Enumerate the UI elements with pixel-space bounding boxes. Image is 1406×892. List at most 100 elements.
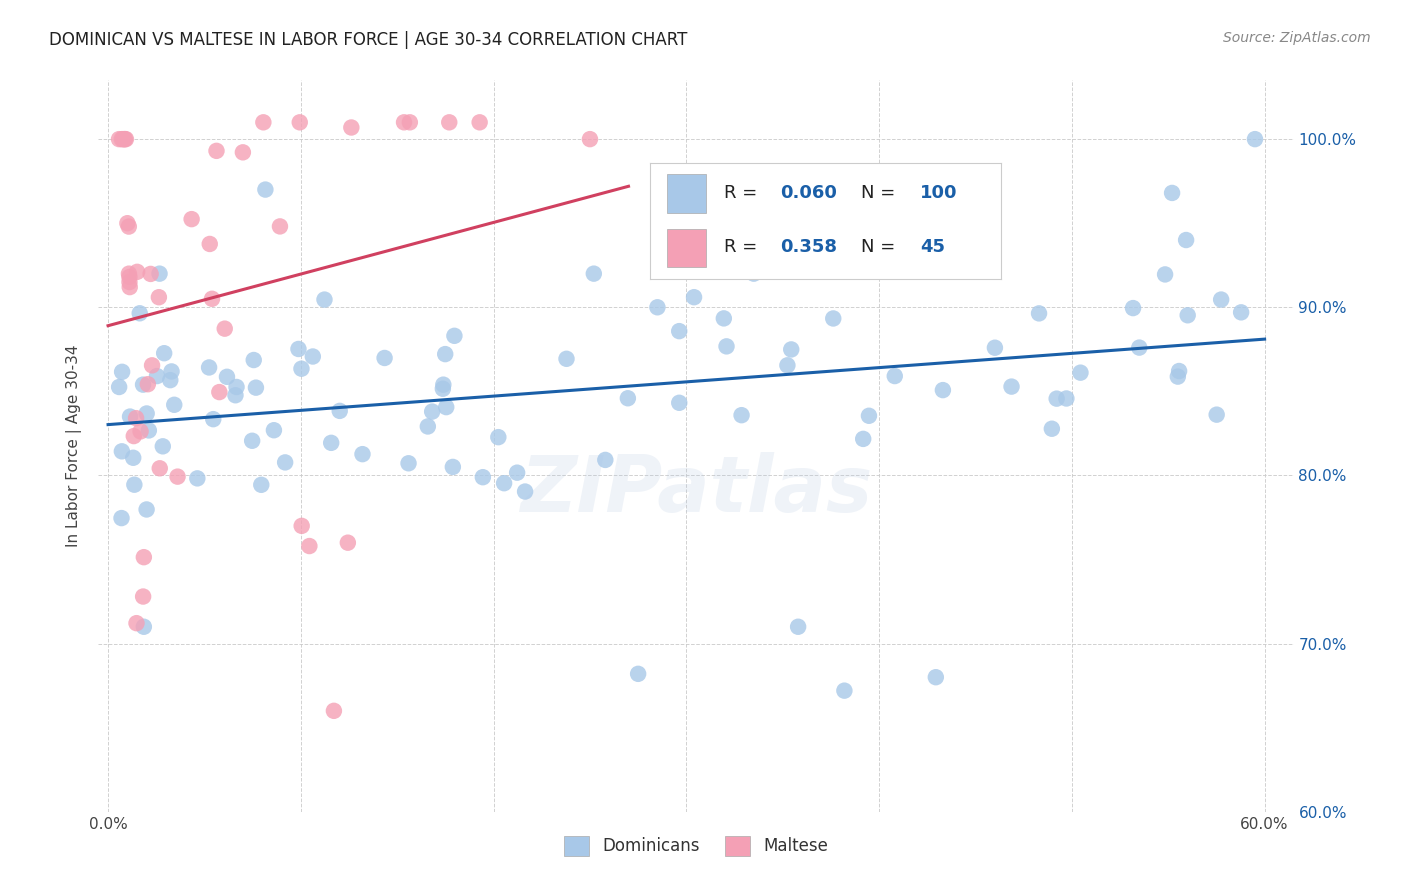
Point [486,430,509,444]
Point [443,328,465,343]
Point [111,365,134,379]
Point [1000,379,1022,393]
Point [129,425,152,439]
Point [647,300,669,314]
FancyBboxPatch shape [668,229,706,268]
Point [232,145,254,160]
Point [111,132,134,146]
Point [555,351,578,366]
Point [883,369,905,384]
Point [250,478,273,492]
Text: 0.060: 0.060 [780,184,837,202]
Point [441,459,464,474]
Point [834,683,856,698]
Point [125,411,148,425]
Point [108,132,131,146]
Point [730,408,752,422]
Point [148,267,170,281]
Point [198,360,221,375]
Point [513,484,536,499]
Point [1054,392,1077,406]
Point [198,236,221,251]
Text: 45: 45 [921,238,945,256]
Point [1177,308,1199,322]
Point [1167,369,1189,384]
Point [301,350,323,364]
Point [935,216,957,230]
Point [110,511,132,525]
Point [494,476,516,491]
Point [112,132,135,146]
Point [274,455,297,469]
Text: ZIPatlas: ZIPatlas [520,452,872,528]
Point [787,620,810,634]
Point [148,290,170,304]
Point [153,346,176,360]
Point [1211,293,1233,307]
Point [146,369,169,384]
Point [263,423,285,437]
Point [392,115,415,129]
Point [180,212,202,227]
Text: N =: N = [860,184,901,202]
Point [135,407,157,421]
Point [1205,408,1227,422]
Point [1040,422,1063,436]
Point [1128,341,1150,355]
Text: 100: 100 [921,184,957,202]
Point [352,447,374,461]
Point [160,364,183,378]
Point [1161,186,1184,200]
Point [432,382,454,396]
Point [132,620,155,634]
Point [1230,305,1253,319]
Point [127,265,149,279]
Point [434,400,457,414]
Point [245,381,267,395]
Point [214,321,236,335]
Point [132,550,155,565]
Point [240,434,263,448]
Point [115,132,138,146]
Point [627,666,650,681]
Point [617,391,640,405]
Point [852,432,875,446]
Point [506,466,529,480]
Point [118,270,141,285]
Point [208,385,231,400]
Point [117,216,139,230]
Point [434,347,457,361]
Point [254,183,277,197]
Point [668,396,690,410]
Point [152,439,174,453]
FancyBboxPatch shape [668,175,706,212]
Point [439,115,461,129]
Point [742,267,765,281]
Point [159,373,181,387]
Point [322,704,344,718]
Point [118,275,141,289]
Point [1154,268,1177,282]
Point [141,359,163,373]
Point [124,477,146,491]
Point [287,342,309,356]
Point [420,404,443,418]
Point [374,351,396,365]
Point [149,461,172,475]
Point [1244,132,1267,146]
Point [925,670,948,684]
Point [136,377,159,392]
Point [835,242,858,256]
Point [340,120,363,135]
Point [125,616,148,631]
Point [132,377,155,392]
Point [1168,364,1191,378]
Point [186,471,208,485]
Point [128,306,150,320]
Point [291,519,314,533]
Point [138,424,160,438]
Point [163,398,186,412]
Point [132,590,155,604]
Point [595,453,617,467]
Legend: Dominicans, Maltese: Dominicans, Maltese [551,822,841,869]
